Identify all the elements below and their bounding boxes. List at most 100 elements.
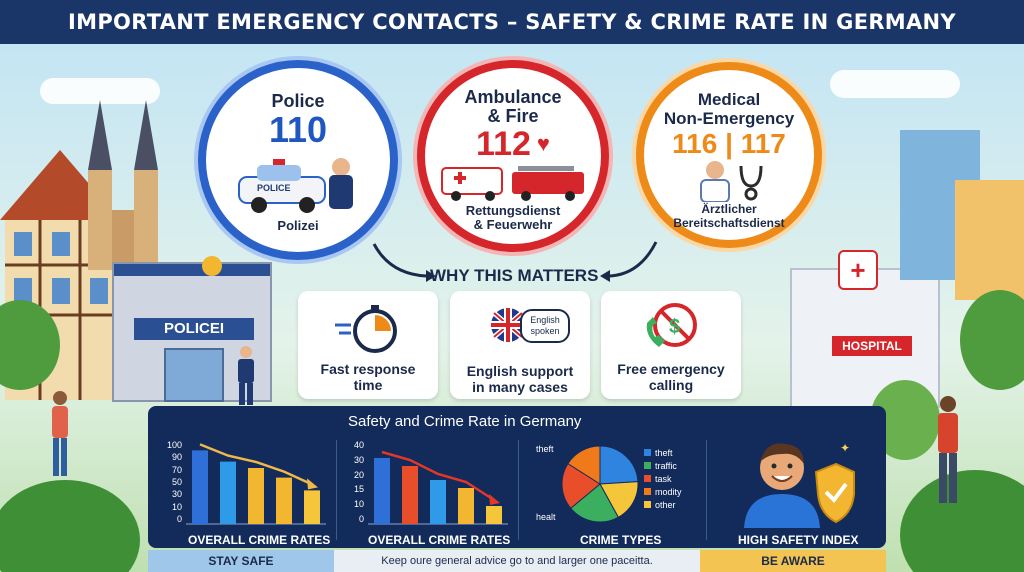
legend-label: theft	[655, 447, 673, 458]
pie-legend: theft traffic task modity other	[644, 446, 704, 511]
why-card-label-line2: in many cases	[472, 379, 568, 395]
free-call-icon: $	[646, 303, 697, 347]
ambulance-title-line1: Ambulance	[464, 87, 562, 107]
legend-item: traffic	[644, 459, 704, 472]
crime-rate-chart-2: 40 30 20 15 10 0	[342, 440, 512, 530]
bar	[486, 506, 502, 524]
bar	[458, 488, 474, 524]
bar	[220, 461, 236, 524]
medical-contact-card[interactable]: Medical Non-Emergency 116 | 117 Ärztlich…	[636, 62, 822, 248]
ambulance-firetruck-icon	[441, 166, 584, 201]
pie-slice	[567, 445, 601, 485]
legend-swatch	[644, 449, 651, 456]
svg-text:$: $	[669, 316, 680, 338]
cloud-decoration	[830, 70, 960, 98]
crime-types-chart: theft healt theft traffic task modity other	[524, 438, 704, 530]
pie-slice	[599, 445, 639, 485]
police-car-label: POLICE	[257, 183, 291, 193]
legend-item: modity	[644, 485, 704, 498]
police-badge-icon	[202, 256, 222, 276]
y-tick-label: 0	[358, 514, 364, 524]
police-subtitle: Polizei	[277, 218, 319, 233]
tree	[960, 290, 1024, 390]
legend-swatch	[644, 488, 651, 495]
y-tick-label: 20	[353, 469, 364, 480]
pie-slice	[599, 481, 639, 518]
ambulance-subtitle-line1: Rettungsdienst	[465, 203, 561, 218]
police-title: Police	[271, 91, 325, 111]
footer-be-aware: BE AWARE	[700, 550, 886, 572]
stopwatch-icon	[335, 305, 397, 353]
y-tick-label: 70	[171, 464, 182, 475]
divider	[518, 440, 519, 540]
police-station: POLICEI	[112, 262, 272, 402]
y-tick-label: 30	[353, 454, 364, 465]
church-towers	[78, 100, 168, 270]
bush	[0, 480, 140, 572]
why-card-free-calling: $ Free emergency calling	[601, 291, 741, 399]
chart1-plot	[186, 443, 326, 525]
medical-title-line1: Medical	[697, 90, 761, 109]
pie-plot	[561, 445, 639, 523]
trend-line	[199, 443, 313, 486]
uk-flag-icon	[491, 308, 525, 342]
footer-center-text: Keep oure general advice go to and large…	[381, 555, 653, 567]
why-card-label-line2: calling	[648, 377, 694, 393]
cloud-decoration	[40, 78, 160, 104]
y-tick-label: 15	[353, 484, 364, 495]
heart-pulse-icon: ♥	[536, 131, 550, 156]
ambulance-title-line2: & Fire	[487, 106, 539, 126]
why-title: WHY THIS MATTERS	[430, 266, 599, 285]
chart2-plot	[368, 450, 508, 525]
bubble-text-line2: spoken	[530, 326, 560, 336]
trend-line	[381, 450, 495, 502]
chart3-label: CRIME TYPES	[580, 533, 662, 547]
bush	[900, 470, 1024, 572]
trend-arrow	[307, 478, 318, 490]
y-tick-label: 90	[171, 452, 182, 463]
footer-center: Keep oure general advice go to and large…	[334, 550, 700, 572]
curved-arrows	[372, 241, 658, 282]
svg-text:✦: ✦	[840, 441, 850, 455]
police-car-icon: POLICE	[233, 155, 363, 215]
y-tick-label: 0	[176, 514, 182, 524]
walking-woman	[48, 390, 72, 480]
chart1-y-ticks: 100 90 70 50 30 10 0	[160, 440, 182, 524]
medical-title-line2: Non-Emergency	[663, 109, 795, 128]
chart2-y-ticks: 40 30 20 15 10 0	[342, 440, 364, 524]
why-card-label-line1: Free emergency	[617, 361, 725, 377]
legend-swatch	[644, 462, 651, 469]
ambulance-subtitle-line2: & Feuerwehr	[473, 217, 553, 232]
pie-slice	[561, 462, 601, 509]
y-tick-label: 40	[353, 440, 364, 450]
legend-item: theft	[644, 446, 704, 459]
footer-stay-safe: STAY SAFE	[148, 550, 334, 572]
standing-man	[935, 395, 961, 505]
y-tick-label: 10	[171, 501, 182, 512]
bar	[248, 468, 264, 524]
safety-index-illustration: ✦	[736, 432, 856, 528]
bar	[430, 480, 446, 524]
hospital-cross-icon: +	[838, 250, 878, 290]
legend-swatch	[644, 475, 651, 482]
footer-right-text: BE AWARE	[761, 554, 825, 568]
bar	[276, 477, 292, 524]
bar	[402, 466, 418, 524]
legend-label: other	[655, 499, 676, 510]
legend-label: traffic	[655, 460, 677, 471]
page-title: IMPORTANT EMERGENCY CONTACTS – SAFETY & …	[68, 10, 956, 34]
police-officer-figure	[236, 345, 256, 405]
safety-panel-title: Safety and Crime Rate in Germany	[348, 413, 582, 430]
ambulance-contact-card[interactable]: Ambulance & Fire 112 ♥ Rettungsdienst & …	[417, 60, 609, 252]
pie-outer-label-theft: theft	[536, 444, 554, 454]
divider	[706, 440, 707, 540]
y-tick-label: 30	[171, 489, 182, 500]
why-card-fast-response: Fast response time	[298, 291, 438, 399]
medical-subtitle-line1: Ärztlicher	[701, 202, 757, 216]
medical-subtitle-line2: Bereitschaftsdienst	[673, 216, 785, 230]
footer-left-text: STAY SAFE	[208, 554, 274, 568]
apartment-building	[955, 180, 1024, 300]
police-number: 110	[268, 109, 328, 150]
page-header: IMPORTANT EMERGENCY CONTACTS – SAFETY & …	[0, 0, 1024, 44]
police-contact-card[interactable]: Police 110 POLICE Polizei	[198, 60, 398, 260]
